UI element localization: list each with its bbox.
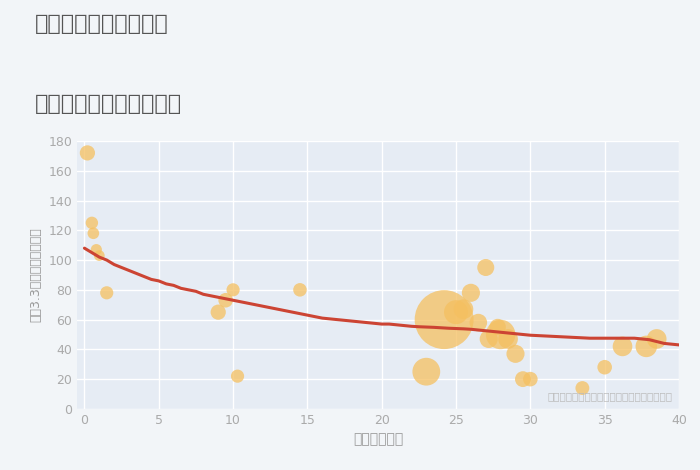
Text: 築年数別中古戸建て価格: 築年数別中古戸建て価格 (35, 94, 182, 114)
Point (577, 384, 588, 392)
Point (510, 350, 521, 358)
Y-axis label: 坪（3.3㎡）単価（万円）: 坪（3.3㎡）単価（万円） (29, 227, 43, 322)
Point (517, 376, 528, 383)
Point (492, 323, 503, 331)
Point (525, 376, 536, 383)
Point (213, 308, 224, 316)
Point (101, 289, 112, 297)
Point (495, 331, 506, 338)
Point (94, 252, 105, 259)
Point (483, 335, 494, 343)
Point (88, 229, 99, 237)
Point (480, 264, 491, 271)
Point (651, 335, 662, 343)
Text: 奈良県奈良市広岡町の: 奈良県奈良市広岡町の (35, 14, 169, 34)
Point (421, 368, 432, 376)
Point (640, 343, 652, 350)
Point (91, 246, 102, 253)
Point (599, 363, 610, 371)
Point (503, 335, 514, 343)
Point (82, 149, 93, 157)
Point (438, 316, 449, 323)
Point (466, 289, 477, 297)
Point (295, 286, 306, 294)
Point (458, 306, 469, 313)
Point (86, 219, 97, 227)
Text: 円の大きさは、取引のあった物件面積を示す: 円の大きさは、取引のあった物件面積を示す (548, 391, 673, 401)
Point (232, 372, 243, 380)
Point (228, 286, 239, 294)
X-axis label: 築年数（年）: 築年数（年） (353, 432, 403, 446)
Point (220, 297, 231, 304)
Point (473, 319, 484, 326)
Point (450, 308, 461, 316)
Point (617, 343, 628, 350)
